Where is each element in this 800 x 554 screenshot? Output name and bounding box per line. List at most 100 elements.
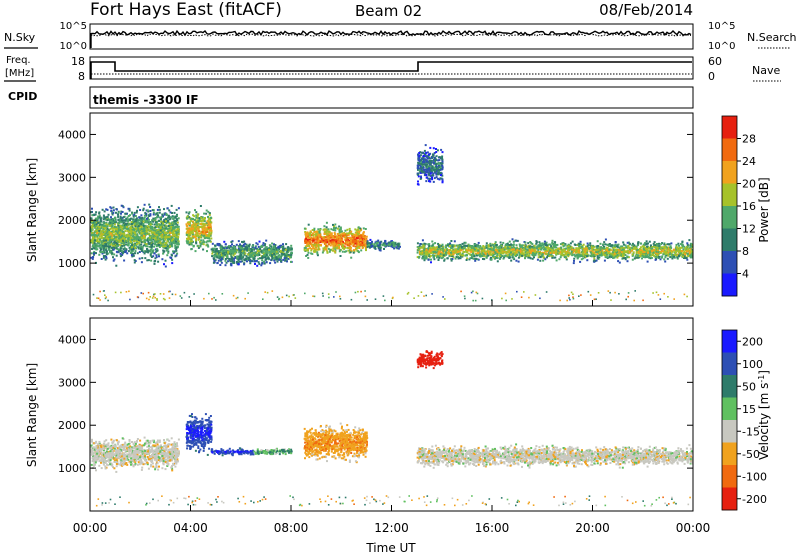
power-echo-r0-1411: [175, 208, 178, 211]
power-echo-r1-357: [190, 237, 193, 240]
power-echo-r0-1772: [159, 241, 162, 244]
power-echo-r3-662: [327, 230, 330, 233]
power-echo-r0-1620: [150, 230, 153, 233]
power-echo-r2-563: [224, 246, 227, 249]
power-echo-r3-635: [363, 240, 366, 243]
power-echo-r2-673: [273, 257, 276, 260]
power-echo-r2-308: [281, 254, 284, 257]
power-echo-r0-1100: [121, 245, 124, 247]
power-echo-r3-167: [350, 256, 353, 259]
power-echo-r0-1509: [91, 214, 94, 217]
power-echo-r0-1010: [158, 208, 161, 211]
power-echo-r0-1832: [107, 233, 110, 236]
power-echo-r2-360: [234, 249, 237, 252]
power-echo-r1-24: [188, 211, 191, 214]
power-echo-r3-443: [360, 249, 363, 252]
power-echo-r2-178: [230, 246, 233, 249]
power-echo-r0-1246: [154, 226, 157, 229]
power-echo-r3-551: [361, 242, 364, 245]
power-echo-r0-85: [119, 252, 122, 255]
power-echo-r1-15: [195, 214, 198, 217]
power-echo-r2-460: [225, 261, 228, 264]
power-echo-r0-1373: [127, 237, 130, 240]
power-echo-r2-649: [220, 252, 223, 254]
power-echo-r0-733: [126, 222, 129, 225]
power-echo-r0-1640: [111, 239, 114, 241]
power-echo-r0-1844: [143, 230, 145, 232]
power-echo-r0-499: [166, 207, 169, 210]
power-echo-r2-588: [269, 251, 272, 254]
power-echo-r5-215: [437, 259, 440, 261]
power-echo-r0-1383: [143, 250, 146, 253]
power-echo-r0-1147: [140, 236, 143, 239]
power-echo-r3-701: [312, 238, 315, 241]
power-echo-r2-614: [273, 259, 276, 262]
power-echo-r0-1174: [95, 252, 97, 255]
power-echo-r2-450: [277, 246, 279, 249]
power-echo-r2-680: [287, 253, 290, 256]
power-echo-r0-1727: [106, 242, 109, 245]
power-echo-r2-477: [215, 247, 218, 250]
power-echo-r3-395: [327, 243, 330, 246]
power-echo-r0-1845: [141, 232, 144, 235]
power-echo-r0-136: [141, 257, 144, 260]
power-echo-r2-44: [248, 256, 251, 258]
power-echo-r5-511: [437, 242, 440, 245]
power-echo-r4-88: [366, 244, 369, 247]
power-echo-r5-674: [542, 248, 545, 251]
power-echo-r3-454: [306, 242, 309, 245]
power-echo-r0-1121: [107, 237, 110, 240]
power-echo-r0-1058: [109, 237, 112, 240]
power-echo-r5-998: [635, 245, 638, 248]
power-echo-r3-587: [316, 235, 319, 238]
power-echo-r5-94: [538, 241, 541, 244]
power-echo-r2-631: [219, 256, 222, 259]
power-echo-r5-738: [550, 250, 553, 253]
power-echo-r0-1313: [139, 227, 141, 230]
power-echo-r0-1141: [154, 248, 157, 251]
power-echo-r0-887: [115, 208, 118, 211]
power-echo-r0-1176: [122, 248, 125, 251]
power-echo-r5-301: [482, 258, 484, 260]
power-echo-r2-701: [237, 258, 240, 261]
power-echo-r0-1764: [102, 225, 105, 227]
power-echo-r1-219: [205, 235, 208, 237]
power-echo-r3-156: [330, 232, 332, 235]
power-echo-r2-742: [234, 252, 237, 255]
power-echo-r0-1118: [164, 265, 167, 268]
power-echo-r0-1489: [152, 235, 155, 238]
power-echo-r2-485: [219, 245, 222, 248]
power-echo-r1-399: [202, 227, 205, 230]
power-echo-r3-623: [350, 249, 353, 252]
power-echo-r0-1203: [114, 217, 117, 220]
power-echo-r0-1399: [137, 246, 140, 249]
power-echo-r0-712: [155, 245, 158, 248]
power-echo-r1-337: [185, 233, 188, 236]
power-echo-r0-1483: [146, 245, 149, 248]
power-echo-r0-335: [130, 229, 133, 231]
power-echo-r0-1656: [147, 226, 150, 229]
power-echo-r0-1681: [166, 240, 169, 243]
power-echo-r1-136: [197, 225, 200, 228]
power-echo-r3-619: [307, 244, 310, 247]
power-echo-r0-317: [151, 241, 154, 244]
power-echo-r0-378: [140, 245, 143, 248]
power-echo-r0-658: [156, 225, 159, 228]
power-echo-r3-138: [346, 228, 349, 231]
power-echo-r1-233: [193, 226, 196, 229]
power-echo-r3-323: [310, 243, 313, 246]
power-echo-r4-76: [390, 240, 393, 243]
freq-tick-bottom: 8: [78, 70, 85, 83]
power-echo-r5-154: [627, 256, 630, 259]
power-echo-r3-667: [351, 237, 354, 240]
power-echo-r0-1799: [165, 225, 168, 228]
power-echo-r5-642: [564, 243, 567, 246]
power-echo-r0-129: [176, 219, 179, 222]
power-echo-r5-423: [663, 242, 666, 245]
power-echo-r0-544: [155, 254, 158, 257]
power-echo-r2-288: [212, 258, 215, 260]
power-echo-r2-7: [285, 243, 288, 246]
power-echo-r5-568: [665, 254, 668, 257]
power-echo-r0-1867: [146, 217, 148, 220]
power-echo-r5-486: [676, 257, 679, 260]
